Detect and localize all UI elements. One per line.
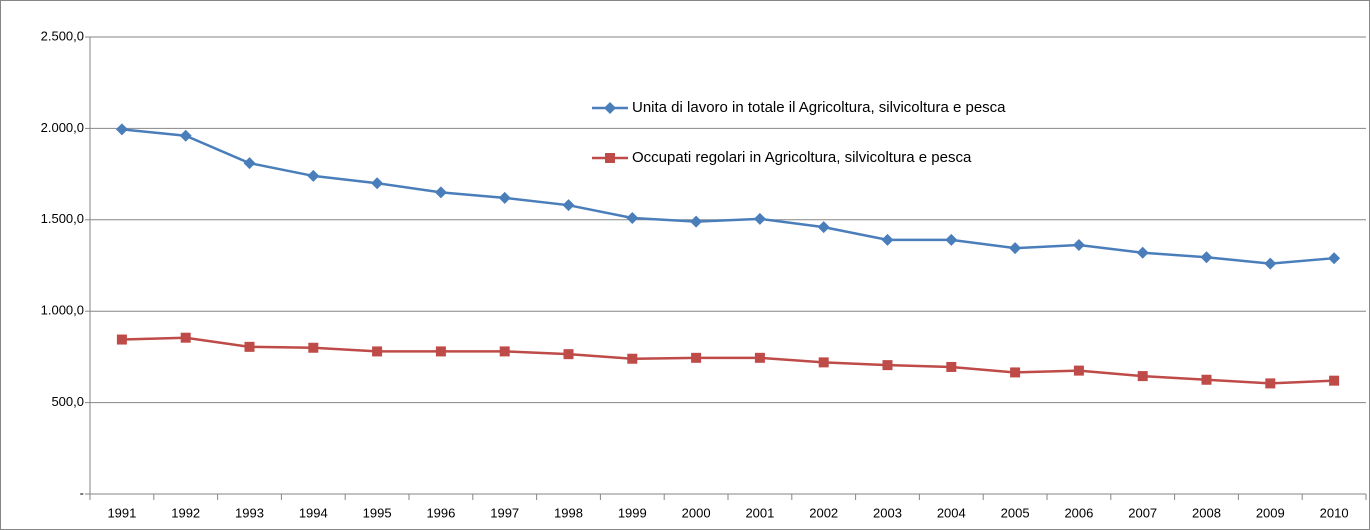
x-tick-label: 1996	[426, 505, 455, 520]
point	[307, 169, 320, 182]
point	[1264, 257, 1277, 270]
legend: Unita di lavoro in totale il Agricoltura…	[592, 99, 1006, 116]
point	[115, 123, 128, 136]
series-line	[121, 128, 1335, 265]
point	[753, 212, 766, 225]
x-tick-label: 1997	[490, 505, 519, 520]
point	[691, 352, 702, 363]
x-tick-label: 2004	[937, 505, 966, 520]
legend-label: Unita di lavoro in totale il Agricoltura…	[632, 99, 1006, 116]
x-tick-label: 2002	[809, 505, 838, 520]
x-tick-label: 2003	[873, 505, 902, 520]
point	[1072, 239, 1085, 252]
x-tick-label: 2009	[1256, 505, 1285, 520]
point	[1137, 371, 1148, 382]
x-tick-label: 1992	[171, 505, 200, 520]
x-tick-label: 1998	[554, 505, 583, 520]
x-tick-label: 2007	[1128, 505, 1157, 520]
y-tick-label: 2.000,0	[41, 120, 84, 135]
point	[180, 332, 191, 343]
point	[627, 353, 638, 364]
point	[881, 233, 894, 246]
point	[882, 360, 893, 371]
point	[946, 361, 957, 372]
point	[308, 342, 319, 353]
point	[499, 346, 510, 357]
point	[604, 102, 616, 114]
point	[244, 341, 255, 352]
y-tick-label: 1.500,0	[41, 211, 84, 226]
point	[1010, 367, 1021, 378]
point	[1200, 251, 1213, 264]
x-tick-label: 1994	[299, 505, 328, 520]
point	[1009, 242, 1022, 255]
point	[605, 153, 615, 163]
y-tick-label: 2.500,0	[41, 28, 84, 43]
point	[435, 346, 446, 357]
x-tick-label: 2010	[1320, 505, 1349, 520]
point	[1201, 374, 1212, 385]
point	[754, 352, 765, 363]
x-tick-label: 2000	[682, 505, 711, 520]
point	[371, 177, 384, 190]
point	[817, 221, 830, 234]
x-tick-label: 2001	[745, 505, 774, 520]
point	[1328, 252, 1341, 265]
point	[1136, 246, 1149, 259]
x-tick-label: 2005	[1001, 505, 1030, 520]
x-tick-label: 1991	[107, 505, 136, 520]
x-tick-label: 1993	[235, 505, 264, 520]
legend-label: Occupati regolari in Agricoltura, silvic…	[632, 149, 972, 166]
point	[372, 346, 383, 357]
x-tick-label: 1999	[618, 505, 647, 520]
point	[690, 215, 703, 228]
point	[434, 186, 447, 199]
point	[626, 211, 639, 224]
point	[1265, 378, 1276, 389]
legend: Occupati regolari in Agricoltura, silvic…	[592, 149, 972, 166]
point	[498, 191, 511, 204]
y-tick-label: 1.000,0	[41, 303, 84, 318]
x-tick-label: 2006	[1064, 505, 1093, 520]
point	[563, 349, 574, 360]
point	[116, 334, 127, 345]
point	[1073, 365, 1084, 376]
series-line	[121, 336, 1335, 385]
point	[179, 129, 192, 142]
point	[945, 233, 958, 246]
y-tick-label: -	[80, 485, 84, 500]
x-tick-label: 1995	[363, 505, 392, 520]
point	[818, 357, 829, 368]
point	[243, 157, 256, 170]
point	[562, 199, 575, 212]
y-tick-label: 500,0	[51, 394, 84, 409]
point	[1329, 375, 1340, 386]
x-tick-label: 2008	[1192, 505, 1221, 520]
